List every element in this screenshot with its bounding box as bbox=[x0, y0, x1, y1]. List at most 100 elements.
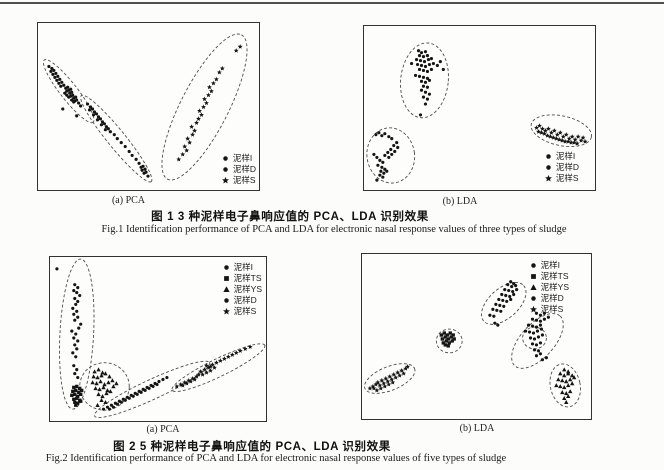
square-data-point bbox=[447, 341, 451, 345]
star-marker-icon bbox=[222, 307, 230, 315]
dot-data-point bbox=[53, 75, 57, 79]
star-data-point bbox=[184, 380, 190, 386]
dot-data-point bbox=[419, 88, 424, 92]
star-data-point bbox=[547, 134, 553, 139]
star-data-point bbox=[202, 96, 207, 102]
dot-data-point bbox=[387, 155, 391, 159]
dot-data-point bbox=[72, 100, 76, 104]
dot-data-point bbox=[73, 343, 77, 347]
legend-item: 泥样D bbox=[544, 162, 579, 173]
star-data-point bbox=[536, 129, 541, 134]
square-data-point bbox=[530, 274, 536, 279]
dot-data-point bbox=[523, 329, 528, 333]
dot-data-point bbox=[165, 375, 169, 380]
dot-data-point bbox=[54, 71, 58, 75]
star-data-point bbox=[207, 84, 212, 90]
square-data-point bbox=[74, 403, 78, 407]
figure1-lda-plot: 泥样I 泥样D 泥样S bbox=[363, 25, 596, 191]
dot-data-point bbox=[508, 294, 512, 299]
star-data-point bbox=[371, 385, 377, 391]
dot-data-point bbox=[534, 318, 539, 322]
cluster-ellipse bbox=[530, 114, 592, 147]
dot-data-point bbox=[538, 352, 543, 356]
star-data-point bbox=[199, 112, 204, 117]
star-data-point bbox=[565, 139, 571, 144]
dot-data-point bbox=[509, 297, 513, 302]
dot-data-point bbox=[392, 143, 396, 148]
legend-item: 泥样TS bbox=[222, 273, 262, 284]
square-data-point bbox=[79, 399, 83, 403]
triangle-data-point bbox=[95, 402, 100, 407]
dot-data-point bbox=[49, 69, 53, 74]
dot-data-point bbox=[414, 58, 419, 62]
dot-data-point bbox=[95, 118, 100, 122]
triangle-data-point bbox=[99, 373, 104, 378]
triangle-data-point bbox=[564, 391, 569, 396]
dot-data-point bbox=[123, 144, 127, 149]
dot-data-point bbox=[415, 62, 420, 67]
dot-data-point bbox=[96, 115, 101, 119]
dot-data-point bbox=[534, 311, 539, 315]
dot-data-point bbox=[425, 97, 430, 101]
square-data-point bbox=[223, 276, 229, 281]
triangle-data-point bbox=[558, 371, 563, 376]
star-data-point bbox=[572, 137, 578, 142]
dot-data-point bbox=[50, 66, 54, 71]
triangle-data-point bbox=[562, 367, 567, 372]
dot-data-point bbox=[426, 58, 431, 62]
legend-item: 泥样D bbox=[222, 295, 262, 306]
star-data-point bbox=[389, 376, 395, 382]
star-data-point bbox=[544, 174, 552, 182]
cluster-ellipse bbox=[93, 360, 211, 419]
dot-data-point bbox=[431, 61, 435, 66]
dot-data-point bbox=[387, 135, 391, 139]
dot-data-point bbox=[504, 293, 508, 298]
dot-data-point bbox=[55, 267, 59, 271]
star-data-point bbox=[393, 374, 399, 380]
legend-item: 泥样I bbox=[544, 151, 579, 162]
dot-data-point bbox=[88, 105, 93, 109]
dot-data-point bbox=[76, 286, 80, 290]
star-data-point bbox=[217, 358, 223, 363]
dot-data-point bbox=[497, 297, 501, 302]
star-data-point bbox=[221, 356, 227, 361]
dot-data-point bbox=[76, 315, 80, 319]
star-data-point bbox=[379, 377, 385, 383]
dot-data-point bbox=[500, 292, 504, 297]
legend-label: 泥样S bbox=[233, 306, 257, 316]
triangle-data-point bbox=[558, 384, 563, 389]
cluster-ellipse bbox=[161, 33, 248, 181]
dot-data-point bbox=[105, 405, 110, 409]
dot-data-point bbox=[157, 379, 161, 384]
dot-data-point bbox=[494, 302, 498, 306]
dot-data-point bbox=[76, 339, 80, 343]
dot-data-point bbox=[530, 296, 536, 301]
dot-data-point bbox=[77, 326, 81, 330]
dot-data-point bbox=[530, 317, 535, 321]
dot-data-point bbox=[78, 293, 82, 298]
dot-data-point bbox=[429, 57, 434, 61]
dot-data-point bbox=[542, 311, 546, 315]
dot-data-point bbox=[65, 93, 69, 97]
triangle-data-point bbox=[560, 390, 565, 395]
star-data-point bbox=[182, 143, 188, 149]
triangle-data-point bbox=[562, 373, 567, 378]
dot-data-point bbox=[526, 323, 531, 327]
dot-data-point bbox=[534, 325, 539, 329]
dot-data-point bbox=[101, 407, 106, 411]
star-data-point bbox=[206, 365, 211, 370]
star-data-point bbox=[375, 379, 381, 385]
dot-data-point bbox=[76, 299, 80, 304]
cluster-ellipse bbox=[481, 281, 527, 325]
dot-data-point bbox=[538, 319, 543, 323]
dot-data-point bbox=[71, 351, 75, 355]
star-data-point bbox=[562, 139, 568, 144]
star-data-point bbox=[560, 134, 566, 139]
square-data-point bbox=[75, 384, 79, 389]
star-data-point bbox=[542, 128, 548, 133]
dot-data-point bbox=[70, 98, 74, 102]
dot-data-point bbox=[75, 368, 79, 372]
square-data-point bbox=[72, 397, 76, 401]
dot-data-point bbox=[378, 173, 382, 177]
